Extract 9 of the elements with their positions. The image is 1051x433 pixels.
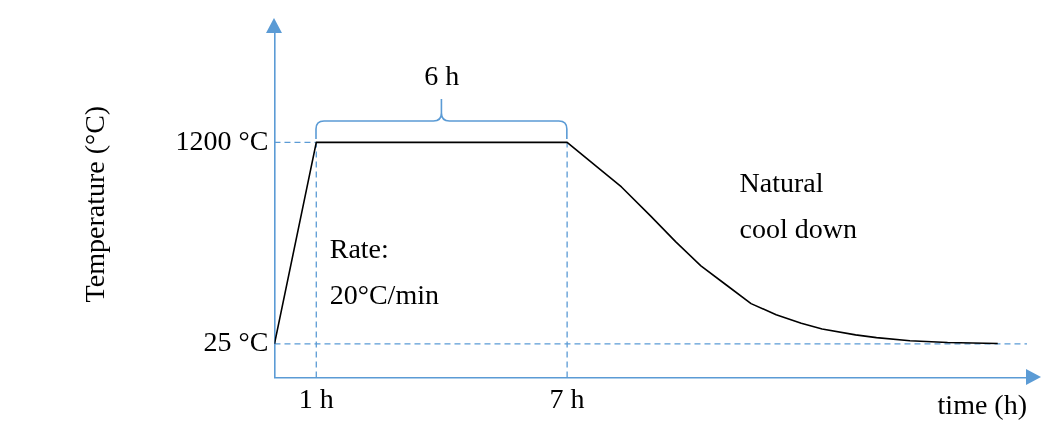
x-axis-title: time (h) (937, 388, 1027, 420)
y-tick-label: 25 °C (203, 326, 269, 358)
annotation: Natural cool down (739, 166, 857, 245)
annotation: 6 h (424, 60, 460, 92)
annotation: Rate: 20°C/min (329, 232, 439, 310)
y-axis-title: Temperature (°C) (79, 105, 111, 303)
x-tick-label: 7 h (549, 382, 585, 414)
y-tick-label: 1200 °C (175, 124, 269, 156)
x-tick-label: 1 h (298, 382, 334, 414)
